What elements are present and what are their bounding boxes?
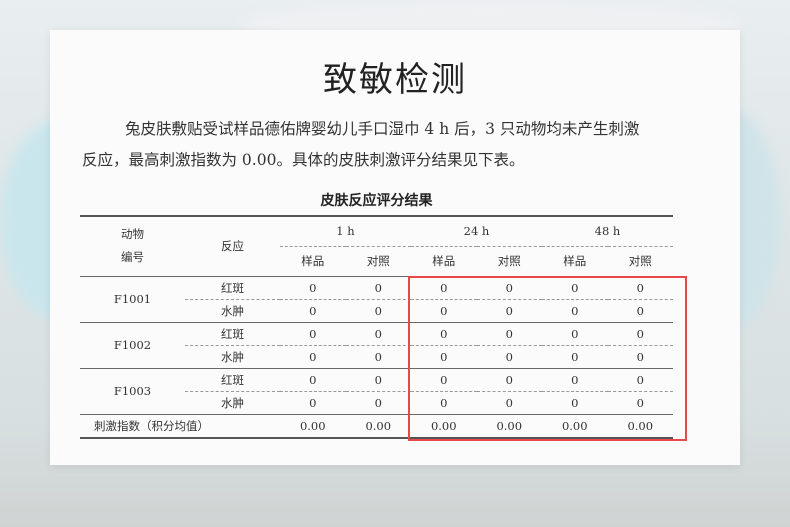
score-cell: 0	[607, 298, 673, 322]
table-row: 水肿 0 0 0 0 0 0	[80, 390, 673, 414]
header-time-1h: 1 h	[280, 215, 411, 246]
animal-id: F1001	[80, 275, 185, 322]
header-animal-id: 动物 编号	[80, 215, 185, 276]
header-control: 对照	[345, 245, 411, 276]
score-cell: 0	[411, 298, 477, 322]
score-cell: 0	[542, 367, 608, 391]
irritation-index-value: 0.00	[542, 413, 608, 439]
score-cell: 0	[542, 321, 608, 345]
table-row: F1001 红斑 0 0 0 0 0 0	[80, 275, 673, 322]
score-cell: 0	[607, 390, 673, 414]
irritation-index-value: 0.00	[607, 413, 673, 439]
header-control: 对照	[607, 245, 673, 276]
header-animal-line1: 动物	[121, 227, 144, 242]
score-cell: 0	[345, 390, 411, 414]
score-cell: 0	[411, 367, 477, 391]
header-sample: 样品	[280, 245, 346, 276]
score-cell: 0	[280, 298, 346, 322]
irritation-index-value: 0.00	[411, 413, 477, 439]
score-cell: 0	[345, 344, 411, 368]
score-cell: 0	[280, 344, 346, 368]
reaction-type: 水肿	[185, 344, 280, 368]
score-cell: 0	[280, 390, 346, 414]
header-time-24h: 24 h	[411, 215, 542, 246]
reaction-type: 红斑	[185, 367, 280, 391]
score-cell: 0	[607, 344, 673, 368]
paragraph-line-1: 兔皮肤敷贴受试样品德佑牌婴幼儿手口湿巾 4 h 后，3 只动物均未产生刺激	[125, 120, 640, 138]
table-caption: 皮肤反应评分结果	[320, 193, 433, 209]
score-cell: 0	[607, 321, 673, 345]
score-cell: 0	[476, 390, 542, 414]
header-control: 对照	[476, 245, 542, 276]
score-cell: 0	[280, 275, 346, 299]
score-cell: 0	[280, 321, 346, 345]
score-cell: 0	[411, 321, 477, 345]
skin-reaction-table: 动物 编号 反应 1 h 24 h 48 h 样品 对照 样品 对照 样品 对照…	[80, 215, 673, 439]
irritation-index-value: 0.00	[345, 413, 411, 439]
score-cell: 0	[411, 390, 477, 414]
header-reaction: 反应	[185, 215, 280, 276]
score-cell: 0	[476, 321, 542, 345]
table-row: F1002 红斑 0 0 0 0 0 0	[80, 321, 673, 368]
score-cell: 0	[476, 367, 542, 391]
table-row: F1003 红斑 0 0 0 0 0 0	[80, 367, 673, 414]
table-row: 水肿 0 0 0 0 0 0	[80, 344, 673, 368]
paragraph-line-2: 反应，最高刺激指数为 0.00。具体的皮肤刺激评分结果见下表。	[82, 151, 525, 169]
score-cell: 0	[345, 298, 411, 322]
score-cell: 0	[476, 298, 542, 322]
highlight-box	[408, 276, 687, 441]
header-animal-line2: 编号	[121, 250, 144, 265]
score-cell: 0	[280, 367, 346, 391]
animal-id: F1003	[80, 367, 185, 414]
score-cell: 0	[345, 275, 411, 299]
score-cell: 0	[411, 344, 477, 368]
score-cell: 0	[607, 367, 673, 391]
description-paragraph: 兔皮肤敷贴受试样品德佑牌婴幼儿手口湿巾 4 h 后，3 只动物均未产生刺激 反应…	[82, 114, 702, 176]
table-row: 水肿 0 0 0 0 0 0	[80, 298, 673, 322]
score-cell: 0	[345, 367, 411, 391]
header-sample: 样品	[542, 245, 608, 276]
reaction-type: 红斑	[185, 321, 280, 345]
reaction-type: 水肿	[185, 390, 280, 414]
score-cell: 0	[542, 344, 608, 368]
irritation-index-value: 0.00	[476, 413, 542, 439]
irritation-index-row: 刺激指数（积分均值） 0.00 0.00 0.00 0.00 0.00 0.00	[80, 413, 673, 439]
header-time-48h: 48 h	[542, 215, 673, 246]
header-sample: 样品	[411, 245, 477, 276]
score-cell: 0	[542, 298, 608, 322]
reaction-type: 红斑	[185, 275, 280, 299]
page-title: 致敏检测	[323, 60, 467, 100]
irritation-index-label: 刺激指数（积分均值）	[80, 413, 280, 439]
score-cell: 0	[542, 390, 608, 414]
score-cell: 0	[476, 344, 542, 368]
irritation-index-value: 0.00	[280, 413, 346, 439]
score-cell: 0	[345, 321, 411, 345]
reaction-type: 水肿	[185, 298, 280, 322]
animal-id: F1002	[80, 321, 185, 368]
